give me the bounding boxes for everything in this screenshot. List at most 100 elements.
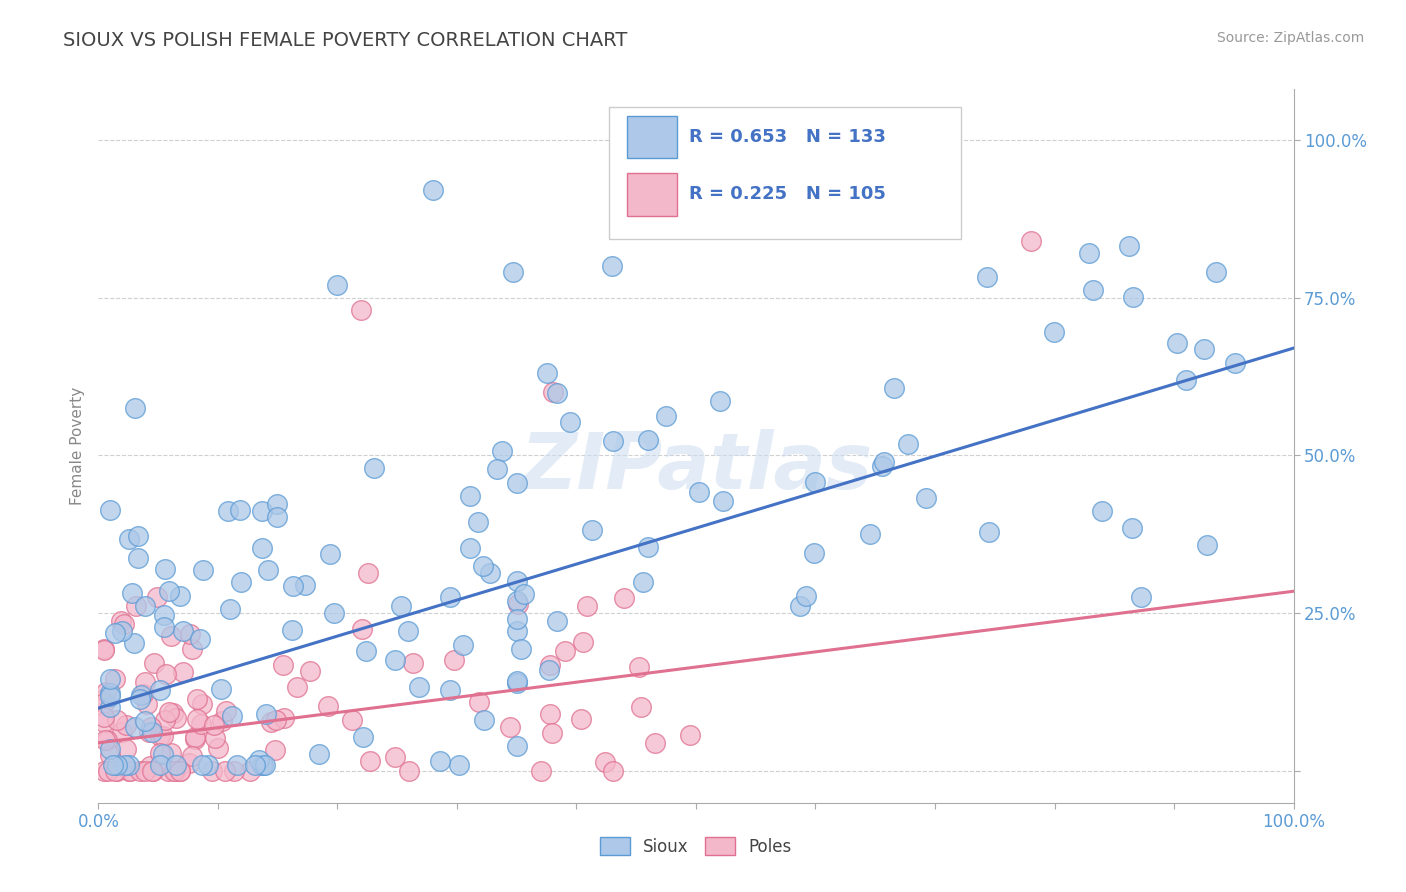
Point [479, 566, 502, 581]
Point [118, 533, 141, 547]
Point [569, 713, 592, 727]
Point [472, 558, 495, 573]
Point [502, 265, 524, 279]
Point [294, 578, 316, 592]
Point [104, 672, 127, 686]
Point [98, 699, 122, 714]
Point [340, 713, 363, 727]
Point [153, 620, 176, 634]
Point [285, 680, 308, 694]
Point [506, 612, 529, 626]
Point [215, 704, 238, 718]
Point [491, 444, 513, 458]
Point [630, 700, 652, 714]
Point [132, 687, 155, 701]
Point [134, 674, 156, 689]
FancyBboxPatch shape [609, 107, 962, 239]
Point [93, 696, 115, 710]
Point [221, 708, 243, 723]
Point [1121, 521, 1143, 535]
Point [443, 653, 465, 667]
Point [537, 663, 560, 677]
Point [541, 725, 564, 739]
Point [93, 715, 115, 730]
Point [93, 709, 115, 723]
Point [165, 758, 187, 772]
Point [654, 409, 676, 423]
Point [191, 563, 214, 577]
Point [458, 541, 481, 555]
Point [149, 746, 172, 760]
Point [250, 758, 273, 772]
Point [98, 672, 122, 686]
Point [398, 764, 420, 778]
Point [429, 754, 451, 768]
Point [96, 733, 118, 747]
Point [422, 183, 444, 197]
Point [100, 503, 122, 517]
Point [111, 724, 134, 739]
Point [155, 667, 177, 681]
Text: Source: ZipAtlas.com: Source: ZipAtlas.com [1216, 31, 1364, 45]
Point [897, 437, 920, 451]
Point [152, 729, 174, 743]
FancyBboxPatch shape [627, 173, 676, 216]
Point [121, 586, 143, 600]
Point [644, 736, 666, 750]
Point [439, 591, 461, 605]
Point [239, 764, 262, 778]
Point [118, 758, 141, 772]
Point [384, 653, 406, 667]
Point [572, 635, 595, 649]
Point [1078, 245, 1101, 260]
Point [172, 624, 194, 639]
Legend: Sioux, Poles: Sioux, Poles [593, 830, 799, 863]
Point [136, 697, 159, 711]
Point [298, 664, 321, 678]
Point [1019, 234, 1042, 248]
Point [191, 758, 214, 772]
Point [637, 433, 659, 447]
Point [541, 385, 564, 400]
Y-axis label: Female Poverty: Female Poverty [69, 387, 84, 505]
Point [202, 718, 225, 732]
Point [157, 705, 180, 719]
Point [872, 459, 894, 474]
Point [508, 597, 530, 611]
Point [979, 524, 1001, 539]
Point [169, 589, 191, 603]
Point [152, 607, 174, 622]
Point [1166, 335, 1188, 350]
Point [1192, 342, 1215, 356]
Point [214, 764, 236, 778]
Point [260, 714, 283, 729]
Point [602, 764, 624, 778]
Point [803, 546, 825, 560]
Point [499, 720, 522, 734]
Point [602, 259, 624, 273]
Point [506, 675, 529, 690]
Point [104, 625, 127, 640]
Point [104, 764, 127, 778]
Point [602, 434, 624, 448]
Point [138, 724, 160, 739]
Point [217, 504, 239, 518]
Point [219, 601, 242, 615]
Point [257, 563, 280, 577]
Point [506, 673, 529, 688]
Point [1175, 373, 1198, 387]
Point [354, 644, 377, 658]
Point [247, 753, 270, 767]
Point [157, 583, 180, 598]
Point [201, 764, 224, 778]
Point [190, 716, 212, 731]
Point [485, 462, 508, 476]
Point [139, 720, 162, 734]
Point [197, 758, 219, 772]
Point [222, 764, 245, 778]
Point [976, 270, 998, 285]
Point [188, 632, 211, 646]
Point [98, 689, 122, 703]
Point [631, 575, 654, 590]
Point [308, 747, 330, 762]
